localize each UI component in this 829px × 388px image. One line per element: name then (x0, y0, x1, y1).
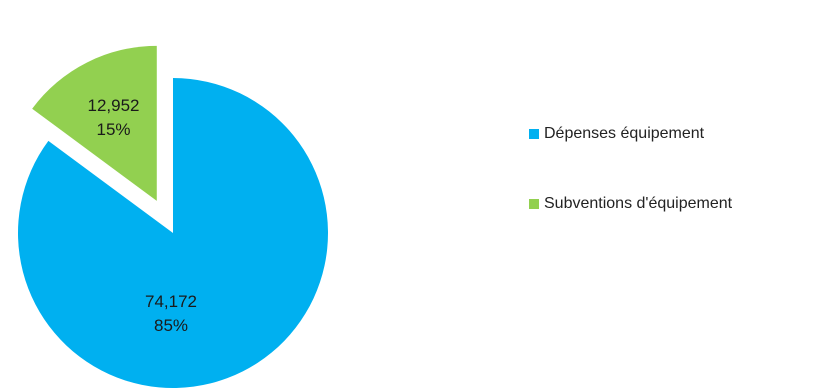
legend-item-depenses-equipement[interactable]: Dépenses équipement (529, 124, 732, 144)
pie-slice-subventions-equipement (32, 45, 157, 201)
data-label-subventions-percent: 15% (97, 120, 131, 139)
legend-swatch-blue (529, 129, 539, 139)
legend: Dépenses équipement Subventions d'équipe… (529, 124, 732, 264)
legend-swatch-green (529, 199, 539, 209)
pie-slice-depenses-equipement (17, 78, 329, 388)
data-label-depenses-value: 74,172 (145, 292, 197, 311)
data-label-subventions-value: 12,952 (88, 96, 140, 115)
legend-label: Subventions d'équipement (544, 195, 733, 212)
legend-item-subventions-equipement[interactable]: Subventions d'équipement (529, 194, 732, 214)
legend-label: Dépenses équipement (544, 125, 705, 142)
data-label-depenses-percent: 85% (154, 316, 188, 335)
